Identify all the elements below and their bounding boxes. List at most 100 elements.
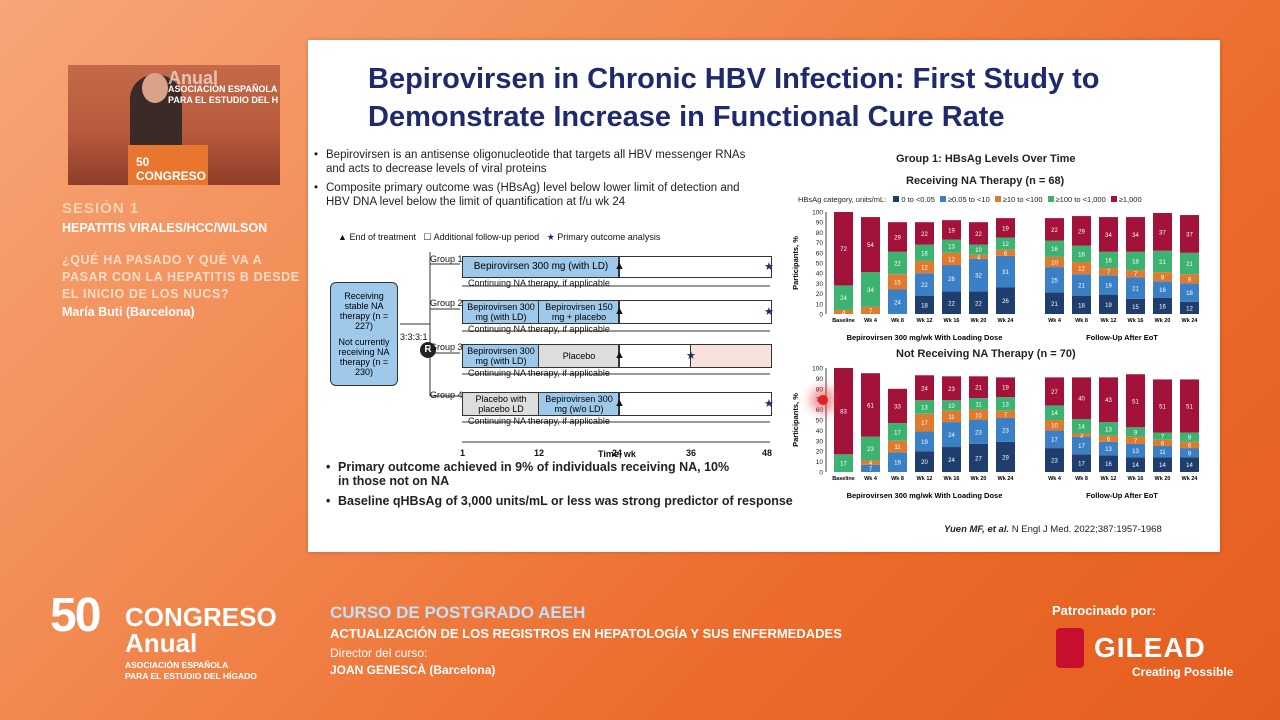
session-subtitle: HEPATITIS VIRALES/HCC/WILSON — [62, 221, 268, 235]
bar-segment — [1099, 441, 1118, 456]
data-label: 22 — [921, 283, 928, 289]
group-1-continuing: Continuing NA therapy, if applicable — [468, 278, 610, 288]
data-label: 14 — [1078, 425, 1085, 431]
data-label: 19 — [1105, 283, 1112, 289]
data-label: 14 — [1132, 463, 1139, 469]
data-label: 4 — [842, 310, 846, 316]
data-label: 19 — [948, 228, 955, 234]
legend-entry: ≥10 to <100 — [994, 195, 1043, 204]
bar-segment — [969, 420, 988, 444]
primary-star-icon: ★ — [764, 261, 774, 273]
bar-segment — [1153, 272, 1172, 282]
bar-segment — [1072, 454, 1091, 472]
bar-segment — [942, 400, 961, 411]
y-tick-label: 100 — [812, 366, 823, 373]
data-label: 26 — [1002, 299, 1009, 305]
group-4-placebo: Placebo with placebo LD — [462, 392, 540, 416]
group-4-treatment: Bepirovirsen 300 mg (w/o LD) — [538, 392, 620, 416]
sponsor-tagline: Creating Possible — [1132, 665, 1234, 679]
y-tick-label: 90 — [816, 376, 824, 383]
data-label: 21 — [1078, 283, 1085, 289]
chart-1-title: Group 1: HBsAg Levels Over Time — [896, 153, 1076, 165]
data-label: 51 — [1132, 399, 1139, 405]
bar-segment — [1045, 420, 1064, 431]
data-label: 10 — [948, 404, 955, 410]
time-tick: 24 — [612, 448, 623, 458]
bar-segment — [915, 244, 934, 261]
bar-segment — [1072, 295, 1091, 314]
bar-segment — [1126, 298, 1145, 314]
data-label: 13 — [948, 245, 955, 251]
data-label: 43 — [1105, 398, 1112, 404]
group-3-continuing: Continuing NA therapy, if applicable — [468, 368, 610, 378]
bullet-1: Bepirovirsen is an antisense oligonucleo… — [314, 148, 746, 176]
x-tick-label: Wk 8 — [891, 318, 904, 324]
assoc-line-2: PARA EL ESTUDIO DEL HÍGADO — [125, 671, 257, 681]
data-label: 18 — [1078, 303, 1085, 309]
data-label: 21 — [975, 386, 982, 392]
data-label: 29 — [894, 235, 901, 241]
data-label: 13 — [1105, 427, 1112, 433]
data-label: 14 — [1051, 411, 1058, 417]
bar-segment — [1180, 283, 1199, 302]
data-label: 7 — [869, 467, 873, 473]
bar-segment — [834, 285, 853, 310]
bar-segment — [861, 464, 880, 472]
bar-segment — [1045, 377, 1064, 406]
bar-segment — [969, 398, 988, 410]
data-label: 23 — [1002, 428, 1009, 434]
bar-segment — [861, 436, 880, 461]
data-label: 23 — [867, 447, 874, 453]
x-tick-label: Wk 16 — [1128, 476, 1144, 482]
data-label: 14 — [1186, 463, 1193, 469]
data-label: 7 — [1134, 439, 1138, 445]
data-label: 10 — [975, 413, 982, 419]
bar-segment — [834, 368, 853, 455]
bar-segment — [1153, 297, 1172, 314]
bar-segment — [888, 388, 907, 424]
bar-segment — [1180, 274, 1199, 284]
data-label: 12 — [948, 257, 955, 263]
bar-segment — [942, 220, 961, 240]
data-label: 9 — [1134, 430, 1138, 436]
speaker-video: Anual ASOCIACIÓN ESPAÑOLA PARA EL ESTUDI… — [68, 65, 280, 185]
data-label: 12 — [921, 266, 928, 272]
data-label: 17 — [1078, 444, 1085, 450]
bar-segment — [1153, 446, 1172, 458]
legend-entry: ≥0.05 to <10 — [939, 195, 990, 204]
y-tick-label: 0 — [819, 470, 823, 477]
study-design-diagram: Receiving stable NA therapy (n = 227) No… — [330, 252, 780, 462]
x-tick-label: Wk 4 — [1048, 476, 1062, 482]
bar-segment — [888, 274, 907, 290]
y-tick-label: 40 — [816, 428, 824, 435]
sponsor-label: Patrocinado por: — [1052, 603, 1157, 618]
sponsor-name: GILEAD — [1094, 632, 1206, 663]
time-axis-label: Time, wk — [598, 449, 636, 459]
data-label: 83 — [840, 410, 847, 416]
bar-segment — [1099, 217, 1118, 252]
bar-segment — [915, 222, 934, 245]
congress-number: 50 — [50, 589, 101, 642]
randomization-ratio: 3:3:3:1 — [400, 332, 428, 342]
data-label: 32 — [975, 274, 982, 280]
speaker-head — [142, 73, 168, 103]
bar-segment — [861, 217, 880, 273]
bar-segment — [1153, 213, 1172, 251]
group-1-label: Group 1 — [430, 254, 463, 264]
randomize-icon: R — [420, 342, 436, 358]
y-tick-label: 40 — [816, 271, 824, 278]
x-tick-label: Wk 12 — [917, 318, 933, 324]
bar-segment — [1126, 443, 1145, 458]
x-tick-label: Wk 8 — [891, 476, 904, 482]
data-label: 34 — [867, 288, 874, 294]
x-tick-label: Wk 4 — [864, 318, 878, 324]
bar-segment — [1099, 268, 1118, 276]
time-tick: 12 — [534, 448, 545, 458]
y-tick-label: 30 — [816, 438, 824, 445]
bar-segment — [1126, 374, 1145, 428]
data-label: 16 — [921, 251, 928, 257]
x-tick-label: Wk 20 — [1155, 318, 1171, 324]
director-name: JOAN GENESCÀ (Barcelona) — [330, 663, 496, 677]
triangle-icon: ▲ — [338, 232, 347, 242]
data-label: 6 — [1004, 251, 1008, 257]
